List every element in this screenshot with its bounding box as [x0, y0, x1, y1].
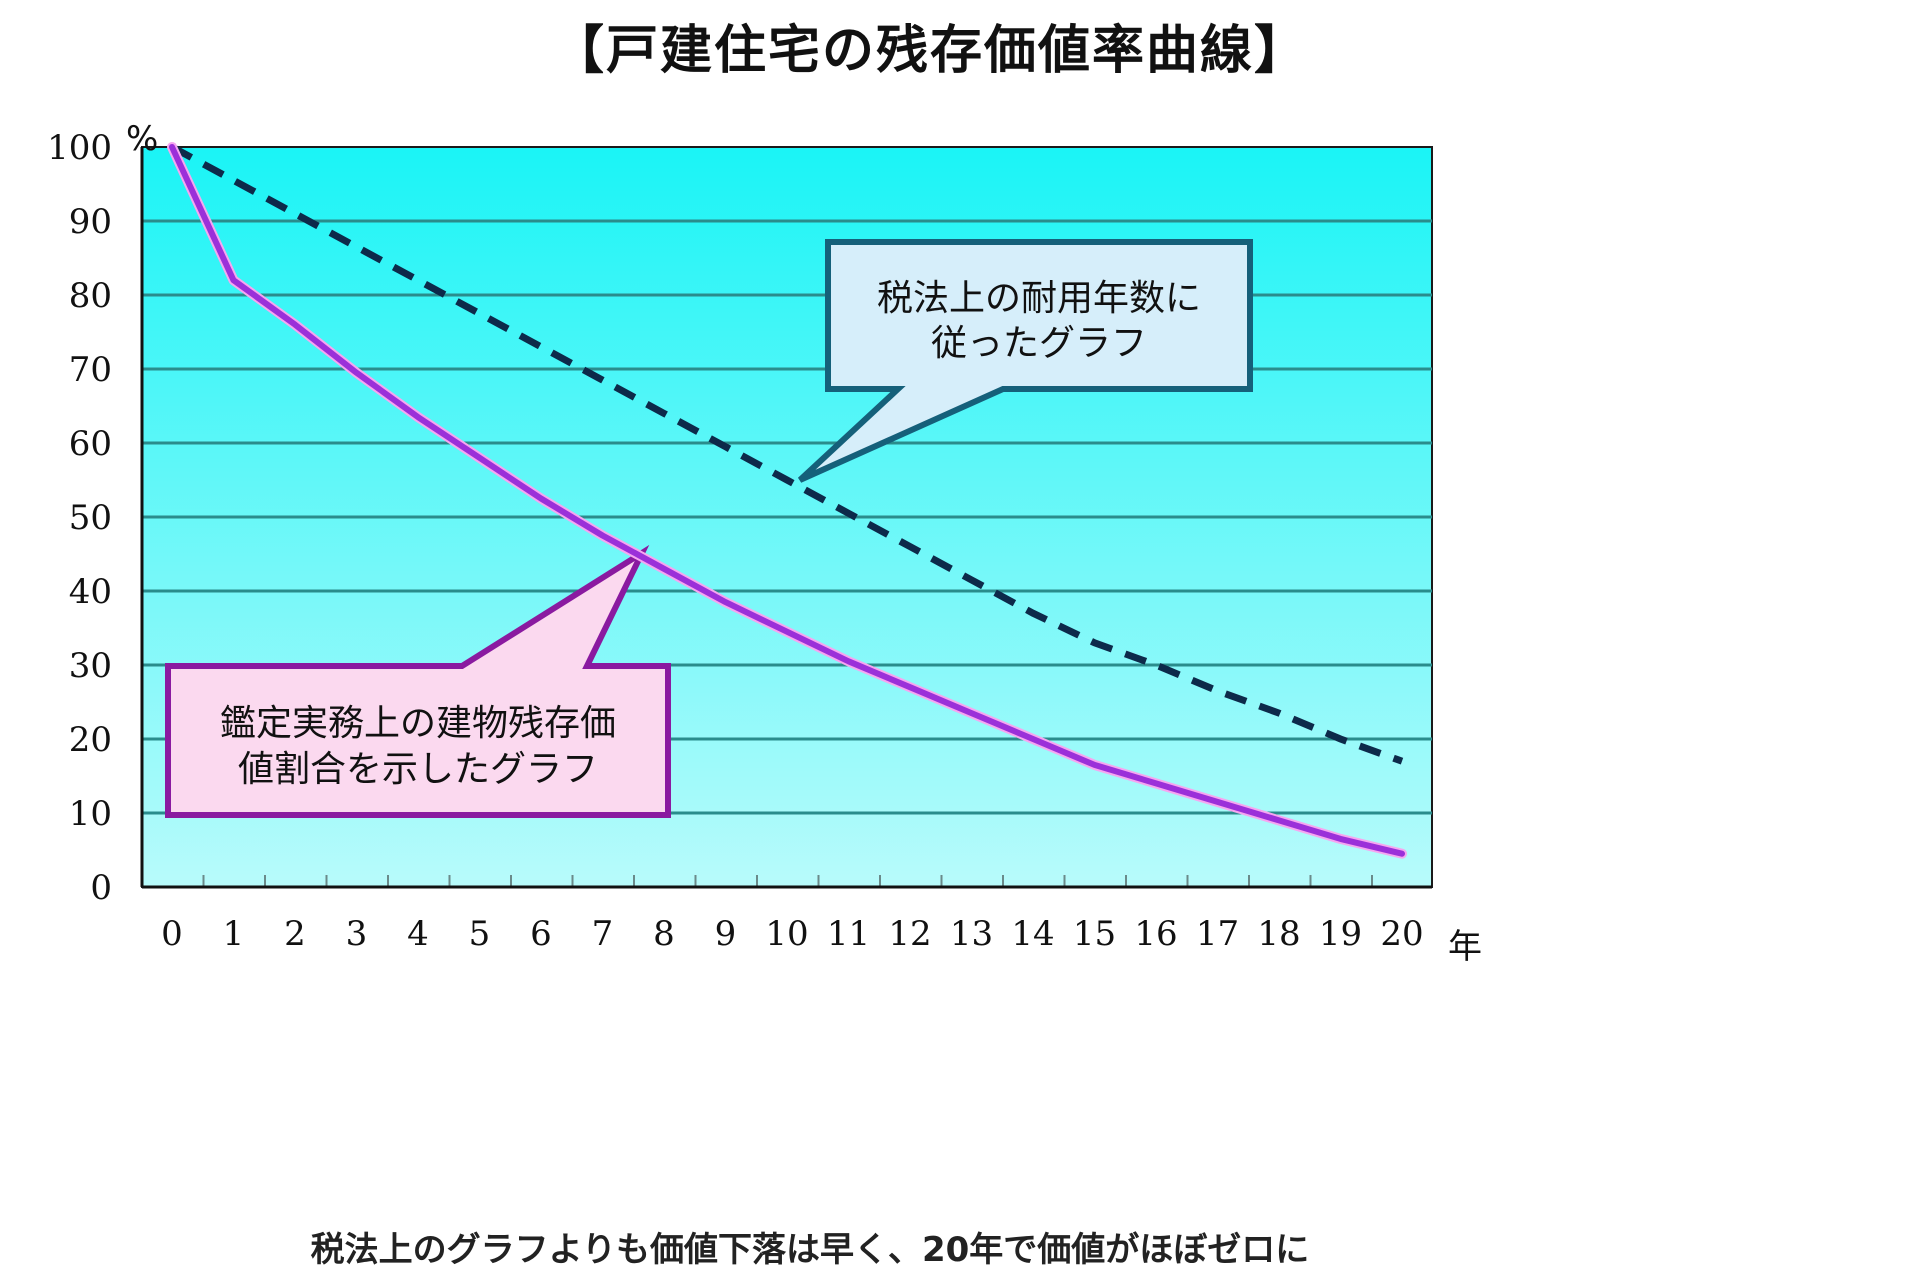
x-tick-label: 6	[530, 914, 552, 954]
tax-callout-line2: 従ったグラフ	[931, 323, 1147, 364]
x-tick-label: 4	[407, 914, 429, 954]
y-tick-label: 100	[47, 128, 112, 168]
tax-depreciation-line	[170, 143, 1404, 765]
y-tick-label: 20	[69, 720, 112, 760]
x-tick-label: 3	[346, 914, 368, 954]
y-tick-label: 0	[90, 868, 112, 908]
x-axis-labels: 0 1 2 3 4 5 6 7 8 9 10 11 12 13 14 15 16 17 18 19 20	[161, 914, 1423, 954]
x-tick-label: 0	[161, 914, 183, 954]
y-tick-label: 30	[69, 646, 112, 686]
y-tick-label: 60	[69, 424, 112, 464]
x-tick-label: 2	[284, 914, 306, 954]
chart-title: 【戸建住宅の残存価値率曲線】	[551, 21, 1308, 81]
y-tick-label: 40	[69, 572, 112, 612]
x-tick-label: 20	[1380, 914, 1423, 954]
x-tick-label: 13	[950, 914, 993, 954]
x-tick-label: 7	[592, 914, 614, 954]
x-tick-label: 1	[223, 914, 245, 954]
y-tick-label: 70	[69, 350, 112, 390]
appraisal-callout-bubble	[165, 544, 671, 818]
appraisal-callout-line2: 値割合を示したグラフ	[238, 749, 598, 790]
x-unit-label: 年	[1448, 927, 1482, 967]
tax-callout-line1: 税法上の耐用年数に	[877, 278, 1201, 319]
y-axis-labels: 0 10 20 30 40 50 60 70 80 90 100	[47, 128, 112, 908]
x-tick-label: 9	[715, 914, 737, 954]
footnote-caption: 税法上のグラフよりも価値下落は早く、20年で価値がほぼゼロに	[310, 1230, 1310, 1270]
x-tick-label: 10	[765, 914, 808, 954]
x-tick-label: 18	[1257, 914, 1300, 954]
x-axis-ticks	[202, 875, 1373, 887]
y-unit-label: %	[126, 119, 158, 159]
x-tick-label: 11	[827, 914, 870, 954]
y-tick-label: 90	[69, 202, 112, 242]
x-tick-label: 19	[1319, 914, 1362, 954]
x-tick-label: 8	[653, 914, 675, 954]
x-tick-label: 5	[469, 914, 491, 954]
x-tick-label: 15	[1073, 914, 1116, 954]
y-tick-label: 80	[69, 276, 112, 316]
x-tick-label: 14	[1011, 914, 1054, 954]
appraisal-value-line	[169, 144, 1405, 857]
x-tick-label: 12	[888, 914, 931, 954]
appraisal-callout-line1: 鑑定実務上の建物残存価	[220, 703, 616, 744]
x-tick-label: 17	[1196, 914, 1239, 954]
x-tick-label: 16	[1134, 914, 1177, 954]
y-tick-label: 10	[69, 794, 112, 834]
tax-callout-bubble	[797, 239, 1253, 483]
y-tick-label: 50	[69, 498, 112, 538]
